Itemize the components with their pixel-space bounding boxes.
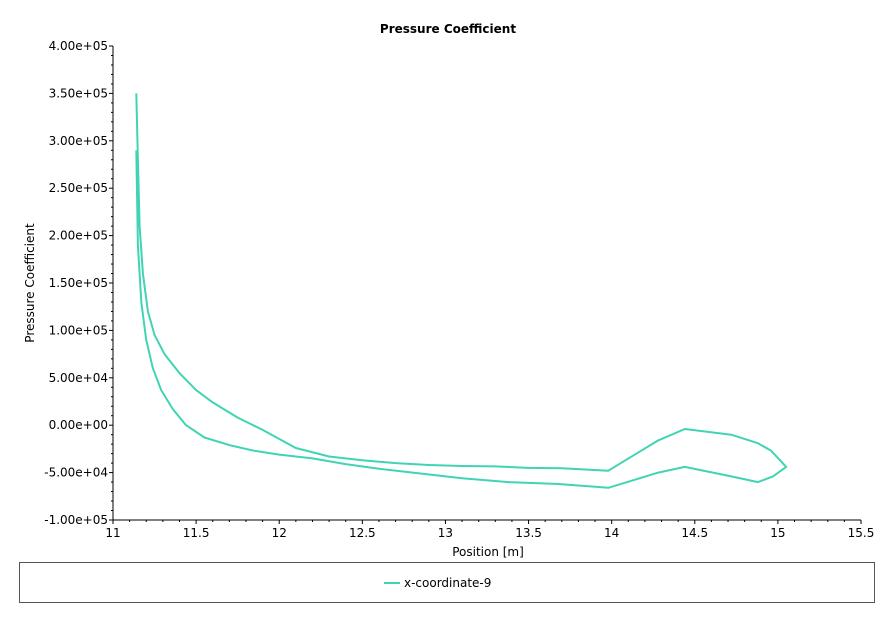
y-tick-label: 1.50e+05 (49, 276, 108, 290)
y-tick-label: 2.50e+05 (49, 181, 108, 195)
x-tick-label: 13.5 (515, 526, 542, 540)
y-tick-label: 3.50e+05 (49, 86, 108, 100)
y-tick-label: -5.00e+04 (44, 466, 108, 480)
series-line (135, 93, 788, 489)
x-tick-label: 14 (604, 526, 619, 540)
x-tick-label: 15.5 (848, 526, 875, 540)
y-tick-label: 4.00e+05 (49, 39, 108, 53)
legend-label: x-coordinate-9 (404, 576, 492, 590)
x-tick-label: 12.5 (349, 526, 376, 540)
y-tick-label: 1.00e+05 (49, 323, 108, 337)
x-tick-label: 11 (105, 526, 120, 540)
x-tick-label: 14.5 (681, 526, 708, 540)
legend: x-coordinate-9 (19, 562, 875, 603)
y-tick-label: 2.00e+05 (49, 229, 108, 243)
series-layer (135, 93, 788, 489)
y-tick-label: 0.00e+00 (49, 418, 108, 432)
y-ticks: 4.00e+05 3.50e+05 3.00e+05 2.50e+05 2.00e+05… (44, 39, 113, 527)
x-ticks: 11 11.5 12 12.5 13 13.5 14 14.5 15 15.5 (105, 520, 874, 540)
x-tick-label: 12 (272, 526, 287, 540)
y-tick-label: 3.00e+05 (49, 134, 108, 148)
chart-title: Pressure Coefficient (380, 22, 516, 36)
x-axis-label: Position [m] (452, 545, 524, 559)
x-tick-label: 15 (770, 526, 785, 540)
x-tick-label: 11.5 (183, 526, 210, 540)
axes (112, 46, 861, 521)
y-tick-label: 5.00e+04 (49, 371, 108, 385)
y-axis-label: Pressure Coefficient (23, 223, 37, 343)
y-tick-label: -1.00e+05 (44, 513, 108, 527)
legend-item[interactable]: x-coordinate-9 (384, 576, 491, 590)
legend-swatch (384, 582, 400, 584)
x-tick-label: 13 (438, 526, 453, 540)
